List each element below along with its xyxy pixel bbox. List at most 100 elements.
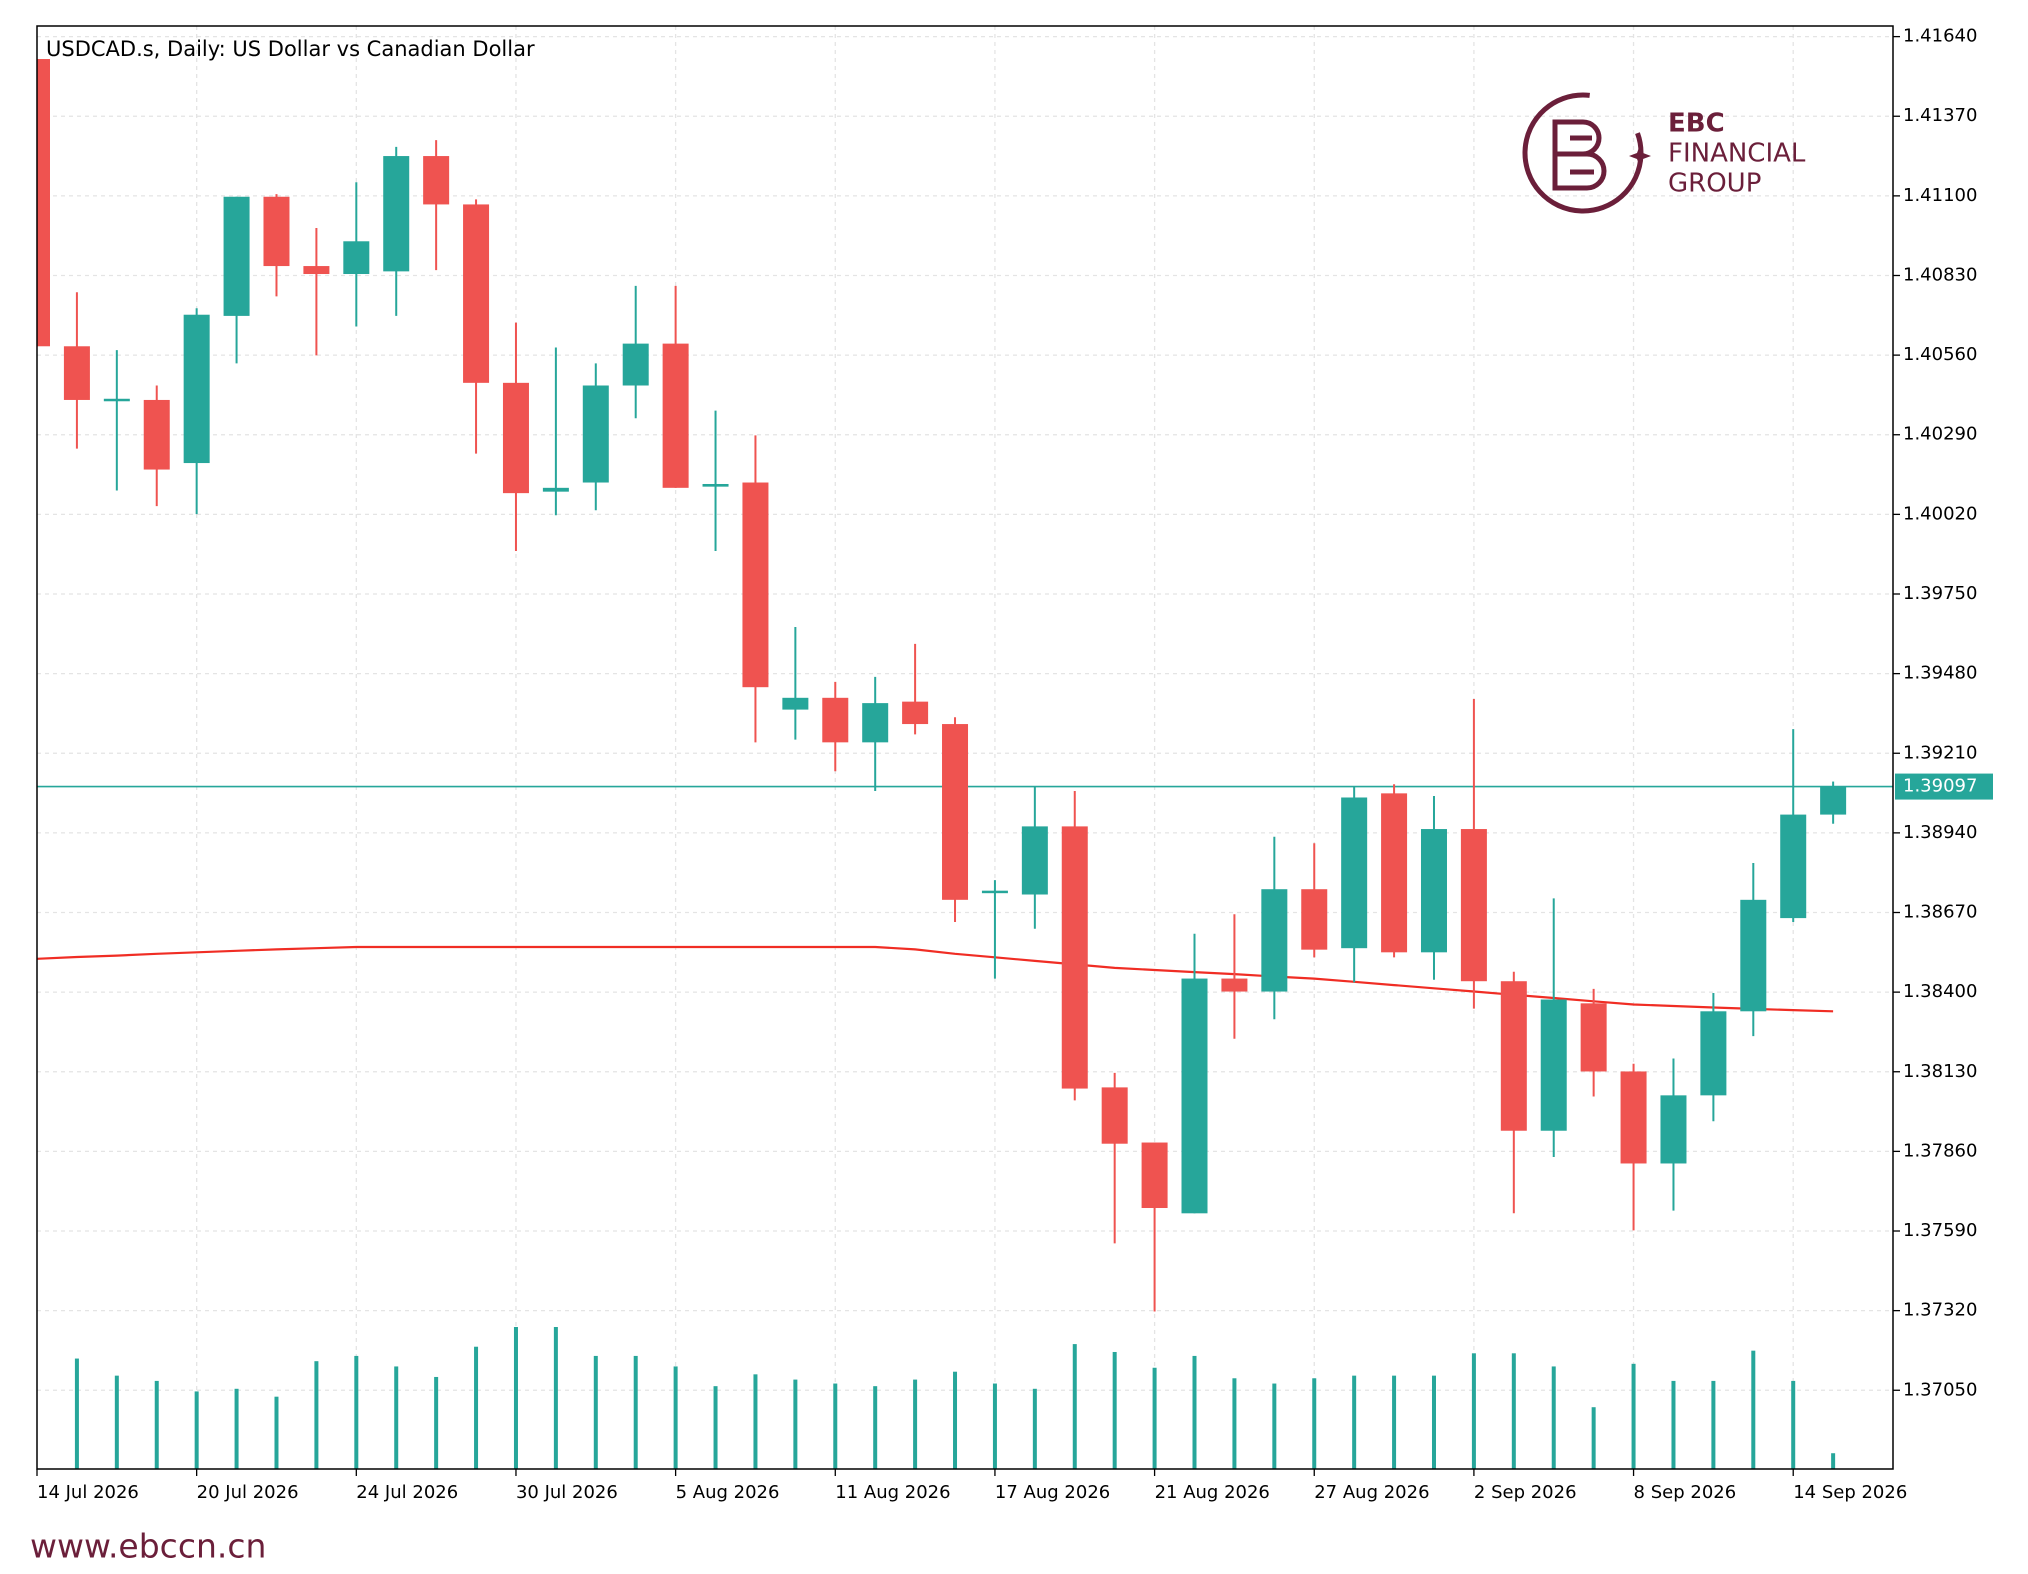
candle-body <box>63 346 90 400</box>
y-tick-label: 1.38400 <box>1903 981 1977 1002</box>
volume-bar <box>1112 1351 1117 1469</box>
volume-bar <box>1671 1380 1676 1469</box>
volume-bar <box>513 1327 518 1469</box>
y-tick-label: 1.39210 <box>1903 742 1977 763</box>
candle-body <box>383 156 410 272</box>
volume-bar <box>354 1355 359 1469</box>
volume-bar <box>913 1379 918 1469</box>
logo-b <box>1552 119 1607 191</box>
volume-bar <box>1431 1375 1436 1469</box>
candle-body <box>463 204 490 383</box>
candle-body <box>1820 786 1847 815</box>
y-tick-label: 1.41370 <box>1903 105 1977 126</box>
candle-body <box>1740 899 1767 1012</box>
volume-bar <box>1831 1453 1836 1469</box>
logo-text: FINANCIAL <box>1668 139 1806 169</box>
volume-bar <box>1791 1380 1796 1469</box>
logo-ring <box>1522 92 1644 214</box>
candle-body <box>1620 1071 1647 1164</box>
y-tick-label: 1.37050 <box>1903 1379 1977 1400</box>
volume-bar <box>1032 1388 1037 1469</box>
plot-frame <box>36 25 1894 1470</box>
candle-body <box>662 343 689 488</box>
candle-body <box>303 266 330 275</box>
moving-average-line <box>37 945 1834 1013</box>
candle-body <box>1021 826 1048 895</box>
volume-bar <box>593 1355 598 1469</box>
volume-bar <box>1711 1380 1716 1469</box>
candle-body <box>1221 978 1248 992</box>
y-tick-label: 1.40290 <box>1903 424 1977 445</box>
candle-body <box>103 398 130 402</box>
volume-bar <box>1152 1367 1157 1469</box>
candle-body <box>1181 978 1208 1214</box>
x-tick-label: 11 Aug 2026 <box>835 1482 950 1503</box>
volume-bar <box>274 1396 279 1469</box>
candle-body <box>423 156 450 205</box>
candle-body <box>1101 1087 1128 1144</box>
volume-bar <box>434 1376 439 1469</box>
volume-bar <box>474 1346 479 1469</box>
candle-body <box>782 697 809 710</box>
volume-bar <box>1751 1350 1756 1469</box>
logo-star <box>1629 145 1651 167</box>
volume-bar <box>234 1388 239 1469</box>
candle-body <box>343 241 370 275</box>
y-tick-label: 1.41640 <box>1903 26 1977 47</box>
volume-bar <box>1352 1375 1357 1469</box>
y-tick-label: 1.38670 <box>1903 902 1977 923</box>
x-tick-label: 5 Aug 2026 <box>676 1482 780 1503</box>
logo: EBC FINANCIAL GROUP <box>1522 92 1806 214</box>
volume-bar <box>953 1371 958 1469</box>
logo-text: EBC <box>1668 109 1725 139</box>
candle-body <box>1261 889 1288 992</box>
volume-bar <box>194 1391 199 1469</box>
x-tick-label: 20 Jul 2026 <box>197 1482 299 1503</box>
logo-e <box>1570 135 1594 175</box>
volume-bar <box>74 1358 79 1469</box>
y-tick-label: 1.37320 <box>1903 1300 1977 1321</box>
volume-bar <box>833 1383 838 1469</box>
candle-body <box>1540 999 1567 1131</box>
x-tick-label: 21 Aug 2026 <box>1155 1482 1270 1503</box>
volume-bar <box>633 1355 638 1469</box>
volume-bar <box>114 1375 119 1469</box>
volume-bar <box>1272 1383 1277 1469</box>
candle-body <box>1580 1003 1607 1072</box>
candle-body <box>223 196 250 316</box>
volume-bar <box>673 1366 678 1469</box>
x-tick-label: 27 Aug 2026 <box>1314 1482 1429 1503</box>
y-tick-label: 1.39750 <box>1903 583 1977 604</box>
candle-body <box>1660 1095 1687 1164</box>
x-tick-label: 14 Jul 2026 <box>37 1482 139 1503</box>
volume-bar <box>553 1327 558 1469</box>
volume-bar <box>1551 1366 1556 1469</box>
y-tick-label: 1.38940 <box>1903 822 1977 843</box>
volume-bar <box>1511 1353 1516 1469</box>
logo-text: GROUP <box>1668 169 1761 199</box>
candle-body <box>1141 1142 1168 1209</box>
y-tick-label: 1.40560 <box>1903 344 1977 365</box>
volume-bar <box>154 1380 159 1469</box>
volume-bar <box>1591 1407 1596 1469</box>
candle-body <box>1420 829 1447 953</box>
volume-bar <box>873 1386 878 1469</box>
volume-bar <box>1631 1363 1636 1469</box>
candle-body <box>1301 889 1328 950</box>
candle-body <box>902 701 929 725</box>
candle-body <box>143 399 170 470</box>
volume-bar <box>793 1379 798 1469</box>
x-tick-label: 2 Sep 2026 <box>1474 1482 1577 1503</box>
candle-body <box>1500 981 1527 1131</box>
volume-bar <box>713 1386 718 1469</box>
y-tick-label: 1.37590 <box>1903 1220 1977 1241</box>
current-price-box <box>1895 773 1993 800</box>
candle-body <box>742 482 769 688</box>
volume-bar <box>314 1361 319 1469</box>
candle-body <box>981 890 1008 894</box>
candle-body <box>1341 797 1368 949</box>
footer-url: www.ebccn.cn <box>30 1527 266 1566</box>
x-tick-label: 8 Sep 2026 <box>1634 1482 1737 1503</box>
candle-body <box>702 483 729 487</box>
